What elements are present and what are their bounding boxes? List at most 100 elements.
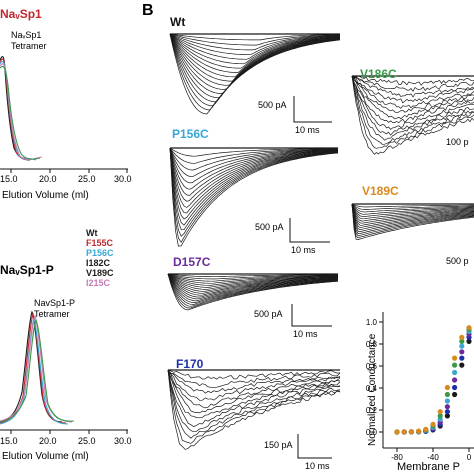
y-tick-label: 0.4 [366,384,378,393]
conductance-plot: Normalized Conductance 0.00.20.40.60.81.… [366,312,474,473]
chromatogram-top-peak-label-1: NaᵥSp1 [11,30,41,40]
trace-label-wt: Wt [170,15,185,29]
conductance-point [423,427,428,432]
scale-bar-time: 10 ms [293,329,318,339]
conductance-point [452,377,457,382]
conductance-point [394,429,399,434]
legend-item-v189c: V189C [86,268,114,278]
scale-bar-time: 10 ms [295,125,320,135]
trace-label-v189c: V189C [362,184,399,198]
trace-family-p156c [170,148,338,246]
chromatogram-legend: Wt F155C P156C I182C V189C I215C [86,228,114,288]
legend-item-f155c: F155C [86,238,114,248]
panel-a: NaᵥSp1 NaᵥSp1 Tetramer 15.0 20.0 25.0 30… [0,7,132,462]
conductance-point [430,422,435,427]
curve [0,318,68,424]
trace-label-v186c: V186C [360,67,397,81]
conductance-x-label: Membrane P [397,461,460,473]
chromatogram-bottom-x-tick-2: 25.0 [78,436,96,446]
conductance-point [445,385,450,390]
chromatogram-bottom-peak-label-2: Tetramer [34,309,70,319]
conductance-point [416,429,421,434]
conductance-point [452,385,457,390]
trace-family-f170 [168,370,340,449]
trace-label-d157c: D157C [173,255,211,269]
conductance-point [459,356,464,361]
chromatogram-bottom-peak-label-1: NavSp1-P [34,298,75,308]
trace-family-wt [170,34,340,114]
legend-item-wt: Wt [86,228,98,238]
chromatogram-bottom-x-label: Elution Volume (ml) [2,451,89,462]
scale-bar-time: 10 ms [291,245,316,255]
chromatogram-bottom-curves [0,312,74,424]
y-tick-label: 1.0 [366,318,378,327]
scale-bar-lines [290,218,330,242]
scale-bar-v189c-current: 500 p [446,256,469,266]
conductance-point [452,392,457,397]
conductance-point [452,363,457,368]
scale-bar-lines [298,434,332,458]
scale-bar-lines [292,304,332,326]
legend-item-p156c: P156C [86,248,114,258]
conductance-points [394,325,471,435]
scale-bar-d157c: 500 pA 10 ms [254,304,332,339]
conductance-point [438,409,443,414]
scale-bar-current: 150 pA [264,440,293,450]
chromatogram-top-x-tick-0: 15.0 [0,174,18,184]
scale-bar-wt: 500 pA 10 ms [258,96,332,135]
scale-bar-lines [294,96,332,122]
current-trace [170,148,338,219]
curve [0,64,42,160]
conductance-point [402,429,407,434]
panel-b-letter: B [142,2,154,19]
scale-bar-time: 10 ms [305,461,330,471]
conductance-point [452,356,457,361]
curve [0,314,66,423]
chromatogram-top-peak-label-2: Tetramer [11,41,47,51]
trace-label-f170: F170 [176,357,204,371]
chromatogram-bottom: NaᵥSp1-P NavSp1-P Tetramer 15.0 20.0 25.… [0,263,132,462]
trace-label-p156c: P156C [172,127,209,141]
conductance-point [459,363,464,368]
legend-item-i215c: I215C [86,278,111,288]
chromatogram-top-title: NaᵥSp1 [0,7,42,21]
conductance-point [459,335,464,340]
conductance-point [445,409,450,414]
y-tick-label: 0.0 [366,428,378,437]
conductance-point [445,398,450,403]
scale-bar-f170: 150 pA 10 ms [264,434,332,471]
conductance-point [452,370,457,375]
chromatogram-top-curves [0,57,42,160]
scale-bar-p156c: 500 pA 10 ms [255,218,330,255]
conductance-point [459,344,464,349]
scale-bar-current: 500 pA [258,100,287,110]
chromatogram-top-x-label: Elution Volume (ml) [2,190,89,201]
conductance-point [409,429,414,434]
y-tick-label: 0.2 [366,406,378,415]
current-trace [170,34,340,102]
y-tick-label: 0.8 [366,340,378,349]
chromatogram-bottom-x-tick-3: 30.0 [114,436,132,446]
conductance-x-ticks: -80-400 [391,448,472,462]
chromatogram-bottom-title: NaᵥSp1-P [0,263,54,277]
chromatogram-top-x-tick-2: 25.0 [78,174,96,184]
current-trace [170,148,338,208]
current-trace [352,76,474,144]
trace-family-d157c [168,274,338,310]
scale-bar-current: 500 pA [254,309,283,319]
scale-bar-current: 500 pA [255,222,284,232]
chromatogram-bottom-x-tick-1: 20.0 [39,436,57,446]
chromatogram-top-x-tick-3: 30.0 [114,174,132,184]
conductance-point [445,404,450,409]
chromatogram-top: NaᵥSp1 NaᵥSp1 Tetramer 15.0 20.0 25.0 30… [0,7,132,201]
legend-item-i182c: I182C [86,258,111,268]
conductance-point [459,349,464,354]
scale-bar-v186c-current: 100 p [446,137,469,147]
x-tick-label: 0 [467,453,472,462]
conductance-point [445,392,450,397]
trace-family-v189c [352,204,474,240]
chromatogram-top-x-tick-1: 20.0 [39,174,57,184]
chromatogram-bottom-x-tick-0: 15.0 [0,436,18,446]
panel-b: B Wt P156C D157C F170 V186C V189C 500 pA… [142,2,474,473]
